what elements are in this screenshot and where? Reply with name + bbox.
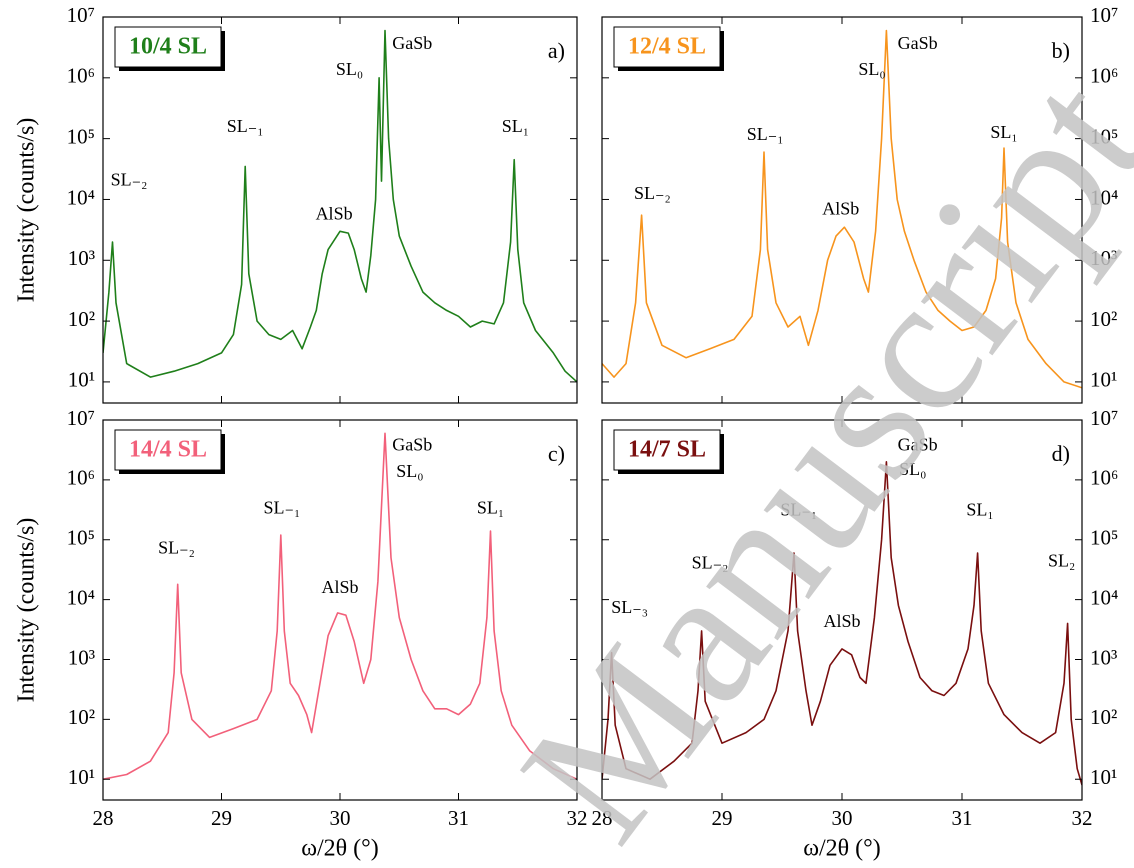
y-tick-label: 10³ [68,246,95,270]
peak-label: SL₀ [899,459,926,479]
x-tick-label: 32 [1072,806,1093,830]
panel-letter: b) [1052,38,1070,63]
panel-letter: d) [1052,441,1070,466]
panel-tag: 12/4 SL [628,34,706,60]
peak-label: AlSb [321,577,358,597]
peak-label: SL₋₂ [692,552,729,572]
x-tick-label: 30 [832,806,853,830]
y-tick-label: 10⁷ [1090,3,1118,27]
x-tick-label: 32 [567,806,588,830]
peak-label: SL₀ [858,59,885,79]
x-tick-label: 30 [330,806,351,830]
peak-label: GaSb [898,33,938,53]
y-tick-label: 10⁵ [67,124,95,148]
panel-letter: c) [548,441,565,466]
panel-tag: 14/7 SL [628,437,706,463]
panel-letter: a) [548,38,565,63]
x-axis-label: ω/2θ (°) [301,836,379,862]
x-tick-label: 29 [211,806,232,830]
peak-label: SL₋₂ [111,169,148,189]
plot-area [602,461,1082,786]
peak-label: SL₋₃ [611,597,648,617]
peak-label: SL₋₁ [747,124,784,144]
y-tick-label: 10³ [1090,246,1117,270]
plot-area [602,29,1082,389]
tag-box [114,26,222,68]
y-axis-label: Intensity (counts/s) [14,518,40,703]
peak-label: SL₋₁ [227,116,264,136]
peak-label: SL₀ [396,461,423,481]
y-tick-label: 10⁵ [1090,526,1118,550]
y-tick-label: 10⁶ [67,64,95,88]
peak-label: SL₁ [502,116,529,136]
y-tick-label: 10² [68,705,95,729]
peak-label: SL₁ [990,122,1017,142]
peak-label: SL₋₂ [158,538,195,558]
peak-label: SL₋₁ [780,499,817,519]
y-tick-label: 10⁷ [1090,406,1118,430]
y-tick-label: 10¹ [1090,765,1117,789]
peak-label: GaSb [392,435,432,455]
y-tick-label: 10⁷ [67,406,95,430]
peak-label: GaSb [898,435,938,455]
peak-label: AlSb [823,611,860,631]
x-tick-label: 28 [93,806,114,830]
peak-label: SL₋₂ [634,183,671,203]
y-tick-label: 10⁴ [67,185,95,209]
y-tick-label: 10⁷ [67,3,95,27]
intensity-curve [103,432,577,780]
peak-label: SL₂ [1048,550,1075,570]
y-tick-label: 10⁴ [1090,185,1118,209]
watermark: Manuscript [480,38,1134,868]
y-tick-label: 10³ [1090,645,1117,669]
intensity-curve [602,29,1082,389]
y-tick-label: 10¹ [68,368,95,392]
peak-label: SL₀ [336,59,363,79]
intensity-curve [602,461,1082,786]
y-tick-label: 10¹ [68,765,95,789]
plot-area [103,29,577,383]
x-tick-label: 31 [448,806,469,830]
y-tick-label: 10³ [68,645,95,669]
tag-box [613,26,721,68]
y-tick-label: 10² [68,307,95,331]
plot-area [103,432,577,780]
peak-label: AlSb [316,203,353,223]
y-tick-label: 10⁴ [1090,585,1118,609]
tag-box [613,429,721,471]
x-tick-label: 31 [952,806,973,830]
y-tick-label: 10⁶ [1090,466,1118,490]
y-tick-label: 10⁶ [67,466,95,490]
x-axis-label: ω/2θ (°) [803,836,881,862]
y-tick-label: 10⁶ [1090,64,1118,88]
y-tick-label: 10² [1090,705,1117,729]
x-tick-label: 29 [712,806,733,830]
y-tick-label: 10⁵ [1090,124,1118,148]
panel-tag: 14/4 SL [129,437,207,463]
y-tick-label: 10¹ [1090,368,1117,392]
intensity-curve [103,29,577,383]
peak-label: AlSb [822,199,859,219]
peak-label: SL₋₁ [264,498,301,518]
y-tick-label: 10² [1090,307,1117,331]
peak-label: SL₁ [966,499,993,519]
y-axis-label: Intensity (counts/s) [14,118,40,303]
x-tick-label: 28 [592,806,613,830]
y-tick-label: 10⁵ [67,526,95,550]
peak-label: SL₁ [477,498,504,518]
y-tick-label: 10⁴ [67,585,95,609]
panel-tag: 10/4 SL [129,34,207,60]
peak-label: GaSb [392,33,432,53]
tag-box [114,429,222,471]
